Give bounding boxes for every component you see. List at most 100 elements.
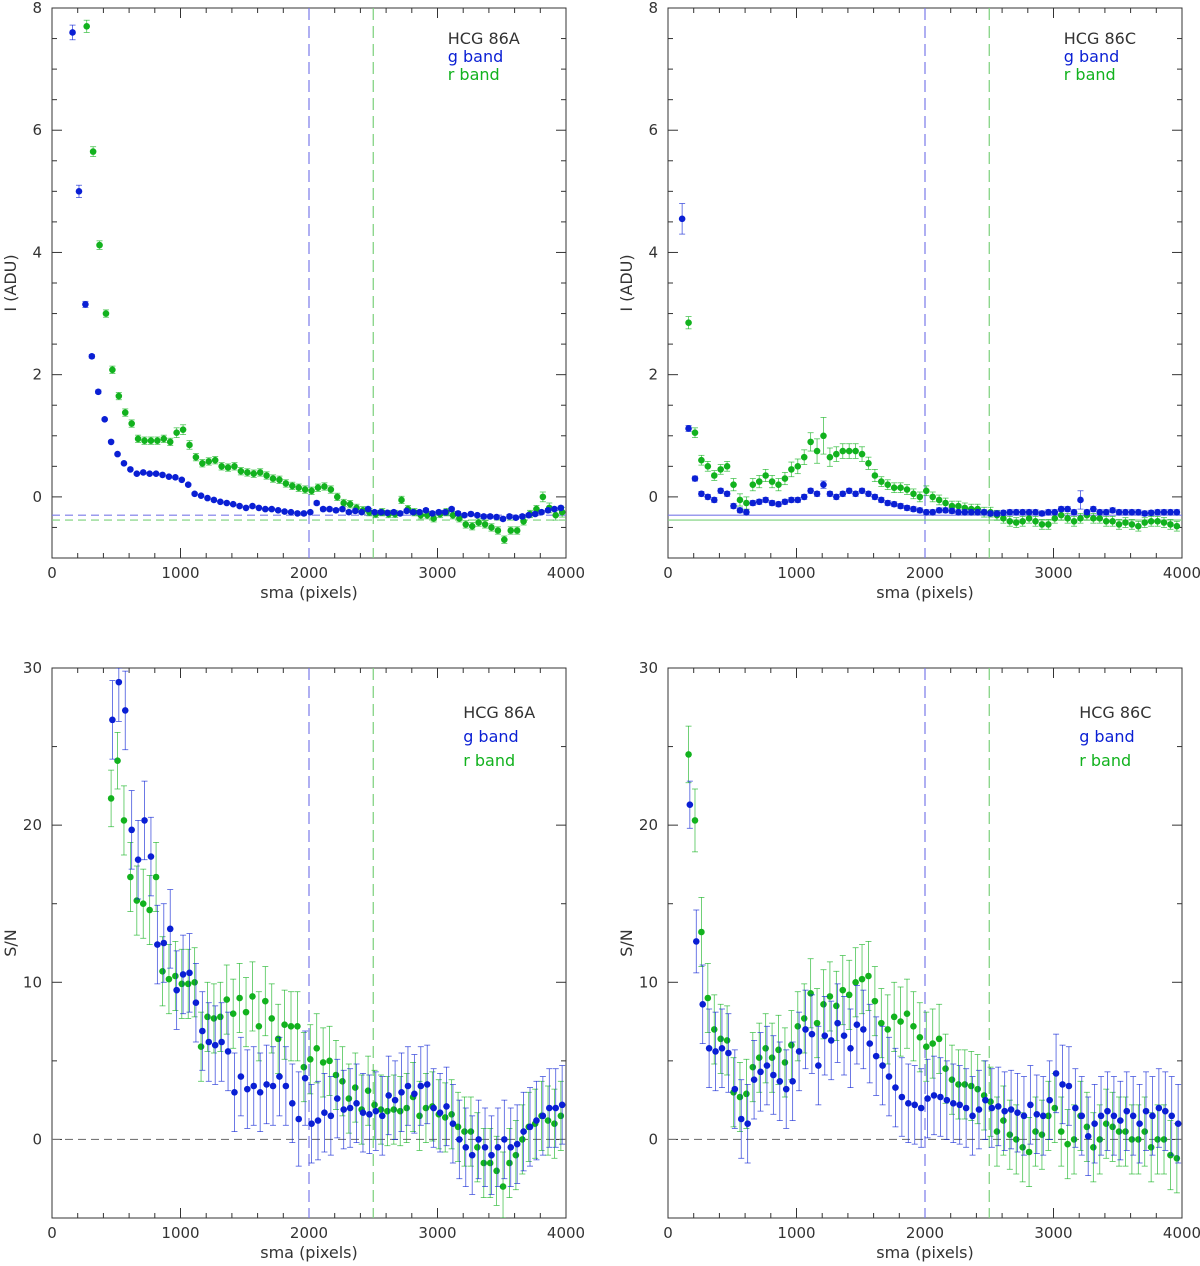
data-point xyxy=(282,480,290,487)
data-point xyxy=(884,499,892,507)
series-r-band xyxy=(685,725,1181,1194)
data-point xyxy=(223,499,231,507)
data-point xyxy=(237,467,245,475)
x-axis-label: sma (pixels) xyxy=(260,583,358,602)
data-point xyxy=(897,484,904,492)
data-point xyxy=(1135,508,1142,516)
y-tick-label: 30 xyxy=(639,659,658,677)
data-point xyxy=(308,487,315,495)
data-point xyxy=(411,1090,418,1098)
data-point xyxy=(262,505,269,513)
data-point xyxy=(685,751,692,758)
data-point xyxy=(128,420,135,427)
data-point xyxy=(166,438,174,446)
data-point xyxy=(121,409,129,416)
panel-a-sn: 0 1000 2000 3000 4000 0 10 20 30 sma (pixels) S/N H… xyxy=(1,659,585,1262)
data-point xyxy=(1000,514,1007,522)
data-point xyxy=(539,493,547,501)
x-tick-label: 3000 xyxy=(1034,1224,1072,1242)
data-point xyxy=(865,490,872,498)
data-point xyxy=(1115,1128,1123,1135)
data-point xyxy=(133,897,141,904)
data-point xyxy=(154,941,161,948)
data-point xyxy=(544,1117,552,1124)
legend-entry: r band xyxy=(1064,65,1116,84)
data-point xyxy=(987,510,994,517)
data-point xyxy=(1160,508,1168,516)
data-point xyxy=(705,1044,713,1052)
data-point xyxy=(885,1073,893,1080)
data-point xyxy=(346,1104,354,1112)
data-point xyxy=(231,1088,238,1096)
data-point xyxy=(736,507,744,514)
data-point xyxy=(1147,518,1155,525)
data-point xyxy=(1123,1107,1131,1115)
data-point xyxy=(1115,508,1123,516)
data-point xyxy=(301,1074,309,1082)
data-point xyxy=(956,1101,963,1109)
data-point xyxy=(430,1104,437,1112)
data-point xyxy=(820,481,827,488)
data-point xyxy=(1006,1131,1014,1139)
data-point xyxy=(449,511,457,519)
data-point xyxy=(1122,1128,1129,1135)
data-point xyxy=(519,513,526,520)
data-point xyxy=(1141,519,1149,526)
data-point xyxy=(250,1082,258,1090)
data-point xyxy=(910,1022,917,1030)
data-point xyxy=(794,496,802,504)
data-point xyxy=(82,301,89,308)
data-point xyxy=(371,1101,378,1109)
data-point xyxy=(256,469,264,476)
data-point xyxy=(435,508,443,516)
data-point xyxy=(1020,1112,1028,1120)
data-point xyxy=(795,1048,803,1055)
data-point xyxy=(1174,1120,1182,1128)
data-point xyxy=(295,484,303,492)
data-point xyxy=(1032,508,1039,516)
data-point xyxy=(1012,508,1020,516)
data-point xyxy=(121,707,129,714)
data-point xyxy=(839,986,847,994)
data-point xyxy=(441,1114,449,1121)
series-r-band xyxy=(685,316,1181,532)
data-point xyxy=(898,1093,906,1101)
data-point xyxy=(686,801,694,809)
data-point xyxy=(942,499,949,507)
data-point xyxy=(982,1096,989,1104)
data-point xyxy=(353,1099,360,1107)
data-point xyxy=(878,496,885,504)
data-point xyxy=(313,499,321,507)
data-point xyxy=(475,1136,482,1143)
data-point xyxy=(89,148,97,155)
data-point xyxy=(1149,1112,1156,1120)
data-point xyxy=(845,487,853,495)
data-point xyxy=(1097,1112,1105,1120)
legend-entry: g band xyxy=(1064,47,1120,66)
data-point xyxy=(501,1136,508,1143)
data-point xyxy=(750,1076,758,1084)
data-point xyxy=(1122,519,1129,526)
data-point xyxy=(159,967,166,975)
data-point xyxy=(269,1082,277,1090)
data-point xyxy=(749,481,757,488)
data-point xyxy=(1057,511,1065,519)
data-point xyxy=(890,484,898,492)
data-point xyxy=(1167,521,1174,528)
data-point xyxy=(943,1096,951,1104)
data-point xyxy=(456,1136,463,1143)
data-point xyxy=(133,470,141,477)
data-point xyxy=(396,1107,404,1115)
data-point xyxy=(704,994,712,1002)
x-tick-label: 1000 xyxy=(161,1224,199,1242)
data-point xyxy=(557,504,565,512)
data-point xyxy=(955,1081,962,1088)
data-point xyxy=(962,1104,970,1112)
data-point xyxy=(878,1019,885,1027)
data-point xyxy=(1057,505,1065,513)
data-point xyxy=(878,478,885,485)
data-point xyxy=(892,1084,899,1091)
data-point xyxy=(268,1015,276,1022)
legend-entry: g band xyxy=(463,727,519,746)
data-point xyxy=(852,490,859,498)
